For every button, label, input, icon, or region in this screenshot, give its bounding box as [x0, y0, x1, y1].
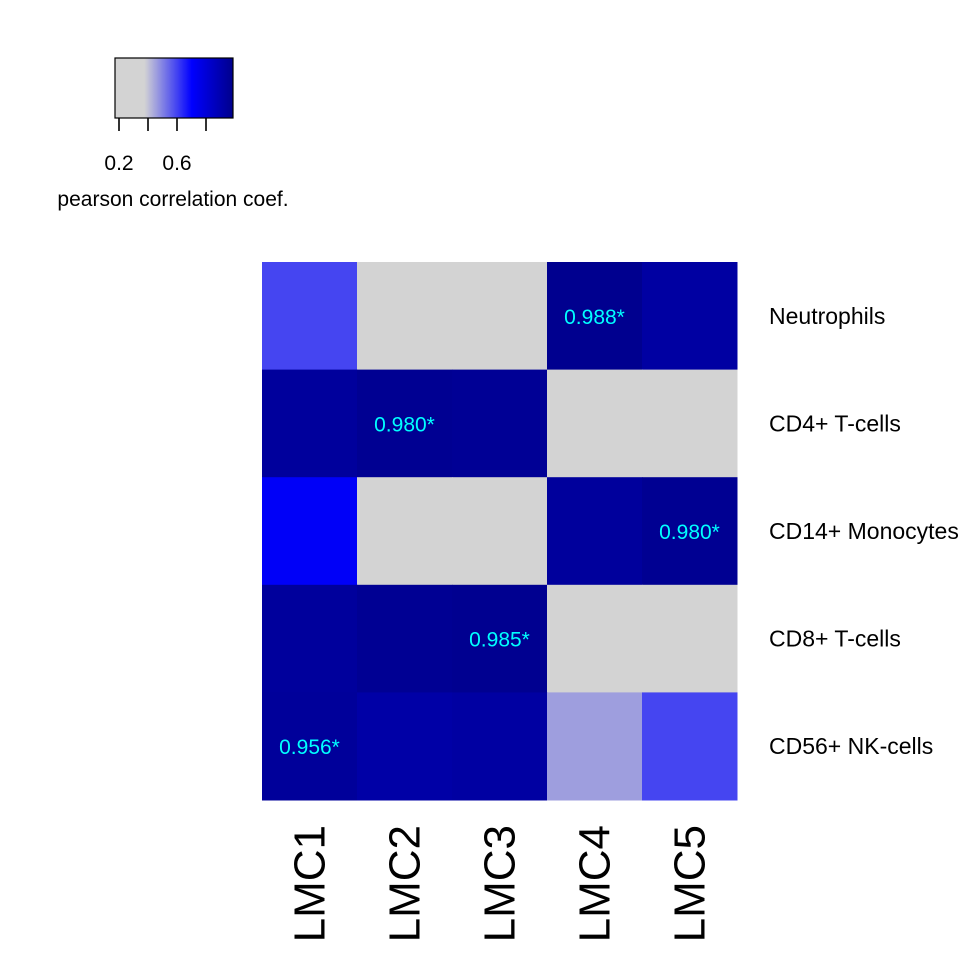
- column-label: LMC1: [286, 825, 335, 942]
- row-label: CD56+ NK-cells: [769, 733, 933, 759]
- column-labels: LMC1 LMC2 LMC3 LMC4 LMC5: [286, 825, 715, 942]
- legend-tick-label: 0.2: [104, 152, 133, 175]
- heatmap-cell: [642, 692, 738, 801]
- column-label: LMC5: [666, 825, 715, 942]
- heatmap-cell: [452, 369, 548, 478]
- column-label: LMC4: [571, 825, 620, 942]
- heatmap-cell: [452, 262, 548, 371]
- heatmap-cell: [547, 692, 643, 801]
- heatmap-cell: [452, 692, 548, 801]
- heatmap-cell: [357, 692, 453, 801]
- heatmap-cell: [357, 477, 453, 586]
- heatmap-cell: [357, 369, 453, 478]
- heatmap-cells: [262, 262, 738, 801]
- heatmap-cell: [547, 262, 643, 371]
- row-label: CD8+ T-cells: [769, 626, 901, 652]
- cell-value-label: 0.980*: [659, 521, 720, 544]
- cell-value-label: 0.985*: [469, 629, 530, 652]
- heatmap-cell: [262, 692, 358, 801]
- legend-title: pearson correlation coef.: [57, 188, 288, 211]
- column-label: LMC2: [381, 825, 430, 942]
- cell-value-label: 0.980*: [374, 413, 435, 436]
- heatmap-cell: [262, 369, 358, 478]
- row-labels: Neutrophils CD4+ T-cells CD14+ Monocytes CD…: [769, 303, 959, 759]
- heatmap-cell: [452, 584, 548, 693]
- column-label: LMC3: [476, 825, 525, 942]
- legend-colorbar: [114, 57, 234, 119]
- legend-tick-label: 0.6: [162, 152, 191, 175]
- legend-tick-labels: 0.2 0.6: [104, 152, 191, 175]
- heatmap-cell: [262, 477, 358, 586]
- heatmap-cell: [452, 477, 548, 586]
- cell-value-label: 0.956*: [279, 736, 340, 759]
- heatmap-cell: [547, 584, 643, 693]
- heatmap-cell: [357, 584, 453, 693]
- heatmap-cell: [262, 584, 358, 693]
- heatmap-cell: [547, 477, 643, 586]
- row-label: Neutrophils: [769, 303, 885, 329]
- heatmap-cell: [642, 369, 738, 478]
- heatmap-cell: [262, 262, 358, 371]
- heatmap-cell: [642, 477, 738, 586]
- cell-value-labels: 0.988* 0.980* 0.980* 0.985* 0.956*: [279, 306, 720, 759]
- row-label: CD4+ T-cells: [769, 410, 901, 436]
- heatmap-cell: [642, 584, 738, 693]
- heatmap-cell: [642, 262, 738, 371]
- cell-value-label: 0.988*: [564, 306, 625, 329]
- row-label: CD14+ Monocytes: [769, 518, 959, 544]
- heatmap-cell: [357, 262, 453, 371]
- legend-ticks: [118, 118, 207, 131]
- color-legend: 0.2 0.6 pearson correlation coef.: [57, 57, 289, 211]
- heatmap-cell: [547, 369, 643, 478]
